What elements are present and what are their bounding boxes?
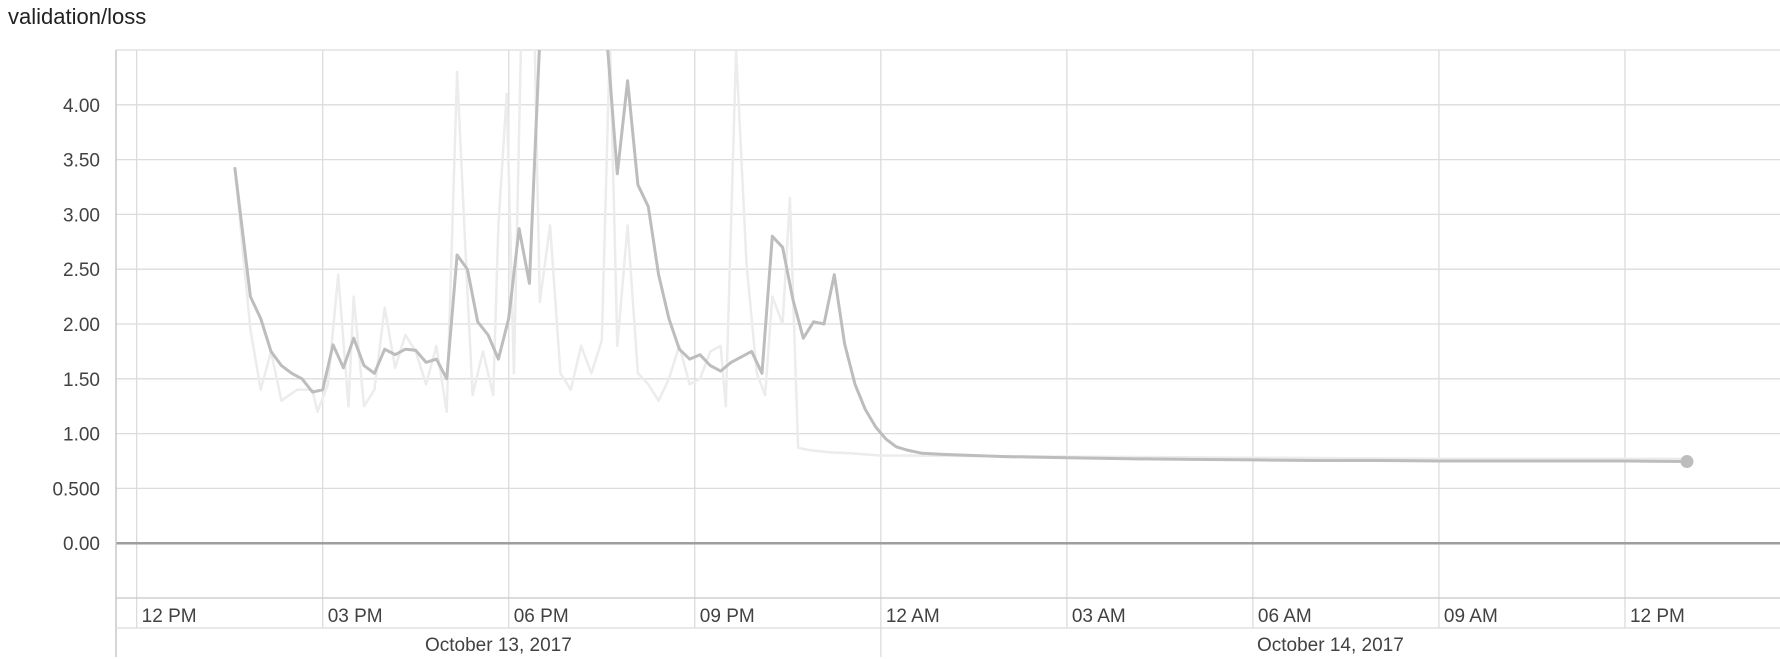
- x-tick-label: 09 PM: [700, 606, 755, 627]
- y-tick-label: 1.00: [63, 425, 100, 446]
- y-tick-label: 2.50: [63, 260, 100, 281]
- y-tick-label: 0.500: [52, 479, 100, 500]
- date-label: October 14, 2017: [1257, 635, 1404, 656]
- x-tick-labels: 12 PM 03 PM 06 PM 09 PM 12 AM 03 AM 06 AM 09 AM…: [142, 606, 1685, 627]
- y-tick-label: 1.50: [63, 370, 100, 391]
- axes: [115, 49, 1780, 657]
- x-tick-label: 03 PM: [328, 606, 383, 627]
- date-label: October 13, 2017: [425, 635, 572, 656]
- grid-y: [116, 104, 1780, 545]
- x-tick-label: 12 AM: [886, 606, 940, 627]
- date-labels: October 13, 2017 October 14, 2017: [425, 628, 1404, 657]
- x-tick-label: 12 PM: [1630, 606, 1685, 627]
- x-tick-label: 03 AM: [1072, 606, 1126, 627]
- series-line-smoothed: [233, 50, 1689, 463]
- x-tick-label: 06 PM: [514, 606, 569, 627]
- y-tick-label: 2.00: [63, 315, 100, 336]
- y-tick-label: 4.00: [63, 96, 100, 117]
- y-tick-label: 0.00: [63, 534, 100, 555]
- series-line-raw: [233, 50, 1689, 461]
- y-tick-label: 3.00: [63, 205, 100, 226]
- x-tick-label: 06 AM: [1258, 606, 1312, 627]
- grid-x: [136, 50, 1626, 628]
- y-tick-label: 3.50: [63, 151, 100, 172]
- x-tick-label: 12 PM: [142, 606, 197, 627]
- series-end-marker: [1680, 455, 1694, 469]
- chart-title: validation/loss: [8, 4, 147, 29]
- x-tick-label: 09 AM: [1444, 606, 1498, 627]
- plot-area: [233, 50, 1694, 469]
- y-tick-labels: 0.00 0.500 1.00 1.50 2.00 2.50 3.00 3.50 4.00: [52, 96, 100, 555]
